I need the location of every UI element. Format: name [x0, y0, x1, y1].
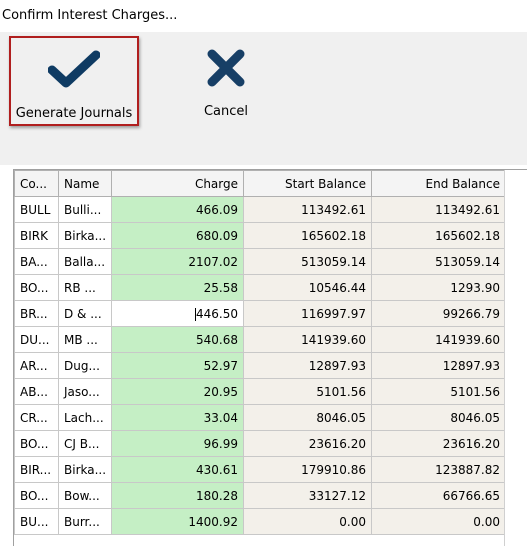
generate-journals-label: Generate Journals [15, 106, 133, 121]
title-bar: Confirm Interest Charges... [0, 0, 527, 32]
table-row[interactable]: BA... Balla... 2107.02 513059.14 513059.14 [14, 248, 506, 275]
cell-start-balance: 116997.97 [243, 300, 372, 327]
cell-code: AR... [14, 352, 59, 379]
cell-charge[interactable]: 2107.02 [111, 248, 244, 275]
cell-name: Dug... [58, 352, 112, 379]
column-header-name[interactable]: Name [58, 170, 112, 197]
cell-start-balance: 0.00 [243, 508, 372, 535]
column-header-code[interactable]: Co... [14, 170, 59, 197]
cell-start-balance: 8046.05 [243, 404, 372, 431]
cancel-button[interactable]: Cancel [190, 36, 262, 126]
cell-charge[interactable]: 540.68 [111, 326, 244, 353]
table-row[interactable]: DU... MB ... 540.68 141939.60 141939.60 [14, 326, 506, 353]
cell-code: BA... [14, 248, 59, 275]
cell-charge[interactable]: 1400.92 [111, 508, 244, 535]
cell-end-balance: 0.00 [371, 508, 506, 535]
cell-charge[interactable]: 52.97 [111, 352, 244, 379]
cell-code: BU... [14, 508, 59, 535]
table-row[interactable]: BO... RB ... 25.58 10546.44 1293.90 [14, 274, 506, 301]
window-title: Confirm Interest Charges... [2, 8, 178, 23]
table-row[interactable]: BIR... Birka... 430.61 179910.86 123887.82 [14, 456, 506, 483]
cell-start-balance: 513059.14 [243, 248, 372, 275]
generate-journals-button[interactable]: Generate Journals [9, 36, 139, 126]
toolbar: Generate Journals Cancel [0, 32, 527, 165]
cell-start-balance: 23616.20 [243, 430, 372, 457]
header-row: Co... Name Charge Start Balance End Bala… [14, 170, 506, 197]
cell-charge[interactable]: 180.28 [111, 482, 244, 509]
close-icon [206, 46, 246, 90]
cell-name: Bow... [58, 482, 112, 509]
cell-end-balance: 66766.65 [371, 482, 506, 509]
table-row[interactable]: BU... Burr... 1400.92 0.00 0.00 [14, 508, 506, 535]
cell-code: BO... [14, 482, 59, 509]
cell-charge[interactable]: 20.95 [111, 378, 244, 405]
table-row[interactable]: BR... D & ... 446.50 116997.97 99266.79 [14, 300, 506, 327]
cell-charge[interactable]: 25.58 [111, 274, 244, 301]
cell-name: Birka... [58, 222, 112, 249]
cell-code: DU... [14, 326, 59, 353]
cell-end-balance: 1293.90 [371, 274, 506, 301]
table-row[interactable]: BIRK Birka... 680.09 165602.18 165602.18 [14, 222, 506, 249]
cell-code: AB... [14, 378, 59, 405]
cell-code: BULL [14, 196, 59, 223]
cell-end-balance: 5101.56 [371, 378, 506, 405]
table-row[interactable]: BO... CJ B... 96.99 23616.20 23616.20 [14, 430, 506, 457]
charges-table: Co... Name Charge Start Balance End Bala… [14, 170, 506, 535]
cell-code: BO... [14, 430, 59, 457]
cell-end-balance: 8046.05 [371, 404, 506, 431]
charge-edit-value: 446.50 [196, 306, 238, 321]
table-row[interactable]: BULL Bulli... 466.09 113492.61 113492.61 [14, 196, 506, 223]
charge-edit-input[interactable]: 446.50 [111, 300, 244, 327]
interest-charges-grid: Co... Name Charge Start Balance End Bala… [13, 169, 527, 546]
cell-name: Bulli... [58, 196, 112, 223]
cell-charge[interactable]: 33.04 [111, 404, 244, 431]
cell-name: CJ B... [58, 430, 112, 457]
cell-start-balance: 141939.60 [243, 326, 372, 353]
cell-name: Burr... [58, 508, 112, 535]
table-row[interactable]: AB... Jaso... 20.95 5101.56 5101.56 [14, 378, 506, 405]
cell-start-balance: 12897.93 [243, 352, 372, 379]
cell-end-balance: 23616.20 [371, 430, 506, 457]
cell-name: Birka... [58, 456, 112, 483]
cell-end-balance: 99266.79 [371, 300, 506, 327]
cell-charge[interactable]: 430.61 [111, 456, 244, 483]
table-row[interactable]: CR... Lach... 33.04 8046.05 8046.05 [14, 404, 506, 431]
cell-name: Balla... [58, 248, 112, 275]
cell-name: Lach... [58, 404, 112, 431]
table-row[interactable]: BO... Bow... 180.28 33127.12 66766.65 [14, 482, 506, 509]
column-header-charge[interactable]: Charge [111, 170, 244, 197]
cell-end-balance: 141939.60 [371, 326, 506, 353]
cell-start-balance: 10546.44 [243, 274, 372, 301]
table-row[interactable]: AR... Dug... 52.97 12897.93 12897.93 [14, 352, 506, 379]
cell-code: BIRK [14, 222, 59, 249]
column-header-start-balance[interactable]: Start Balance [243, 170, 372, 197]
cell-charge[interactable]: 466.09 [111, 196, 244, 223]
cell-charge[interactable]: 680.09 [111, 222, 244, 249]
cell-end-balance: 113492.61 [371, 196, 506, 223]
cell-name: MB ... [58, 326, 112, 353]
cell-code: BR... [14, 300, 59, 327]
cell-start-balance: 33127.12 [243, 482, 372, 509]
cell-end-balance: 165602.18 [371, 222, 506, 249]
cell-end-balance: 12897.93 [371, 352, 506, 379]
text-caret [195, 307, 196, 321]
cell-charge[interactable]: 96.99 [111, 430, 244, 457]
cell-code: BIR... [14, 456, 59, 483]
cell-name: D & ... [58, 300, 112, 327]
cell-start-balance: 165602.18 [243, 222, 372, 249]
cancel-label: Cancel [203, 104, 249, 119]
column-header-end-balance[interactable]: End Balance [371, 170, 506, 197]
cell-start-balance: 113492.61 [243, 196, 372, 223]
checkmark-icon [48, 48, 100, 92]
cell-end-balance: 513059.14 [371, 248, 506, 275]
cell-name: RB ... [58, 274, 112, 301]
cell-start-balance: 5101.56 [243, 378, 372, 405]
cell-end-balance: 123887.82 [371, 456, 506, 483]
cell-code: CR... [14, 404, 59, 431]
vertical-scrollbar[interactable] [504, 170, 527, 546]
cell-code: BO... [14, 274, 59, 301]
cell-name: Jaso... [58, 378, 112, 405]
cell-start-balance: 179910.86 [243, 456, 372, 483]
